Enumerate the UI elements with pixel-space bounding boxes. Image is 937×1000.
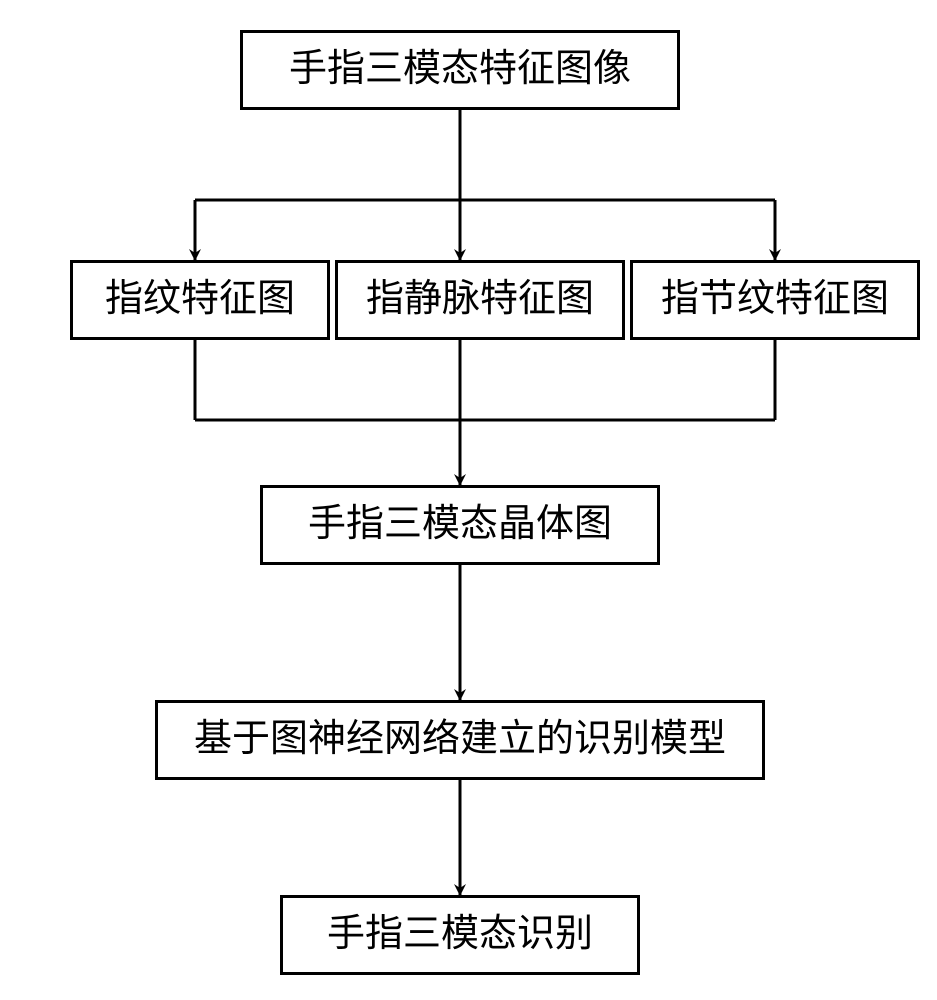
node-left: 指纹特征图: [70, 260, 330, 340]
node-recog-label: 手指三模态识别: [323, 910, 597, 960]
flowchart-canvas: 手指三模态特征图像 指纹特征图 指静脉特征图 指节纹特征图 手指三模态晶体图 基…: [0, 0, 937, 1000]
node-crystal: 手指三模态晶体图: [260, 485, 660, 565]
node-center: 指静脉特征图: [335, 260, 625, 340]
node-model-label: 基于图神经网络建立的识别模型: [190, 715, 730, 765]
node-top: 手指三模态特征图像: [240, 30, 680, 110]
node-center-label: 指静脉特征图: [362, 275, 598, 325]
node-recog: 手指三模态识别: [280, 895, 640, 975]
node-model: 基于图神经网络建立的识别模型: [155, 700, 765, 780]
node-top-label: 手指三模态特征图像: [285, 45, 635, 95]
node-right-label: 指节纹特征图: [657, 275, 893, 325]
node-right: 指节纹特征图: [630, 260, 920, 340]
node-left-label: 指纹特征图: [101, 275, 299, 325]
node-crystal-label: 手指三模态晶体图: [304, 500, 616, 550]
